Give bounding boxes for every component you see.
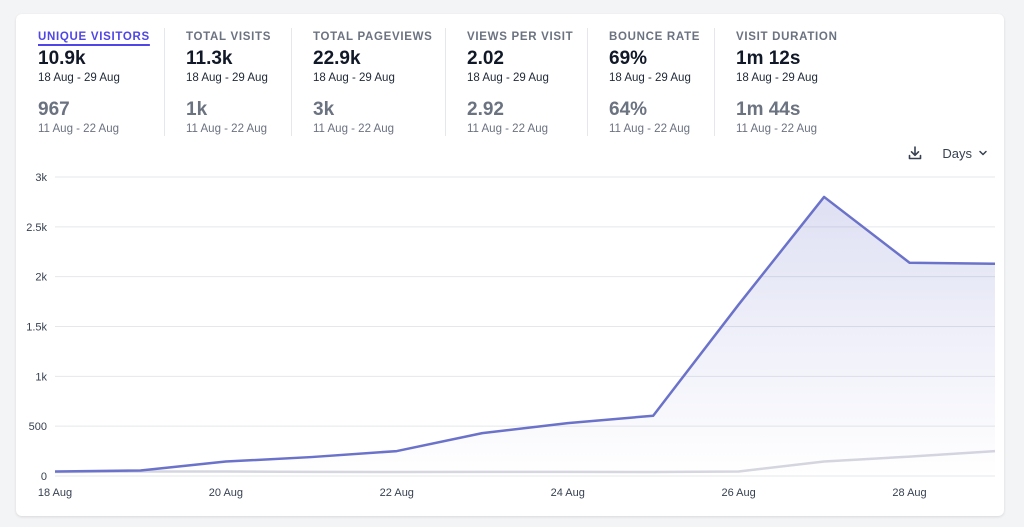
metric-label: VISIT DURATION bbox=[736, 31, 838, 43]
metric-range: 18 Aug - 29 Aug bbox=[736, 72, 818, 84]
current-period-line bbox=[54, 195, 996, 473]
metric-label: VIEWS PER VISIT bbox=[467, 31, 574, 43]
interval-dropdown[interactable]: Days bbox=[942, 146, 988, 161]
metric-previous-value: 64% bbox=[609, 99, 648, 120]
data-point[interactable] bbox=[736, 302, 742, 308]
metric-divider bbox=[164, 28, 165, 136]
metric-label: TOTAL VISITS bbox=[186, 31, 272, 43]
data-point[interactable] bbox=[137, 468, 143, 474]
metric-previous-value: 2.92 bbox=[467, 99, 504, 120]
visitors-card: UNIQUE VISITORS 10.9k 18 Aug - 29 Aug 967 11… bbox=[16, 14, 1004, 516]
metric-value: 22.9k bbox=[313, 48, 361, 69]
metric-previous-range: 11 Aug - 22 Aug bbox=[609, 123, 690, 135]
metric-previous-value: 3k bbox=[313, 99, 335, 120]
chart-controls: Days bbox=[906, 142, 988, 164]
data-point[interactable] bbox=[52, 469, 58, 475]
interval-label: Days bbox=[942, 145, 972, 161]
metric-previous-range: 11 Aug - 22 Aug bbox=[186, 123, 267, 135]
y-tick-label: 2.5k bbox=[26, 222, 47, 234]
data-point[interactable] bbox=[650, 413, 656, 419]
metric-label: TOTAL PAGEVIEWS bbox=[313, 31, 433, 43]
metric-range: 18 Aug - 29 Aug bbox=[313, 72, 395, 84]
data-point[interactable] bbox=[821, 194, 827, 200]
x-tick-label: 24 Aug bbox=[551, 487, 585, 499]
metric-previous-range: 11 Aug - 22 Aug bbox=[467, 123, 548, 135]
metric-range: 18 Aug - 29 Aug bbox=[467, 72, 549, 84]
chevron-down-icon bbox=[979, 150, 987, 156]
metric-value: 11.3k bbox=[186, 48, 233, 69]
data-point[interactable] bbox=[992, 261, 998, 267]
metric-label: BOUNCE RATE bbox=[609, 31, 701, 43]
metrics-row: UNIQUE VISITORS 10.9k 18 Aug - 29 Aug 967 11… bbox=[16, 14, 1004, 139]
metric-divider bbox=[714, 28, 715, 136]
data-point[interactable] bbox=[565, 420, 571, 426]
current-period-area bbox=[55, 196, 995, 476]
y-tick-label: 0 bbox=[41, 471, 47, 483]
download-icon bbox=[909, 146, 922, 160]
data-point[interactable] bbox=[394, 448, 400, 454]
metric-previous-value: 967 bbox=[38, 99, 70, 120]
y-tick-label: 1k bbox=[35, 371, 47, 383]
x-tick-label: 20 Aug bbox=[209, 487, 243, 499]
y-tick-label: 2k bbox=[35, 272, 47, 284]
metric-value: 2.02 bbox=[467, 48, 504, 69]
data-point[interactable] bbox=[308, 454, 314, 460]
metric-range: 18 Aug - 29 Aug bbox=[38, 72, 120, 84]
metric-previous-range: 11 Aug - 22 Aug bbox=[313, 123, 394, 135]
x-tick-label: 28 Aug bbox=[892, 487, 926, 499]
y-tick-label: 3k bbox=[35, 172, 47, 184]
y-tick-label: 1.5k bbox=[26, 322, 47, 334]
metric-range: 18 Aug - 29 Aug bbox=[609, 72, 691, 84]
metric-value: 69% bbox=[609, 48, 648, 69]
data-point[interactable] bbox=[479, 430, 485, 436]
metric-previous-range: 11 Aug - 22 Aug bbox=[38, 123, 119, 135]
data-point[interactable] bbox=[223, 459, 229, 465]
metric-value: 10.9k bbox=[38, 48, 86, 69]
data-point[interactable] bbox=[907, 260, 913, 266]
x-tick-label: 22 Aug bbox=[380, 487, 414, 499]
download-button[interactable] bbox=[906, 144, 924, 162]
metric-label: UNIQUE VISITORS bbox=[38, 31, 150, 43]
metric-divider bbox=[587, 28, 588, 136]
metric-divider bbox=[291, 28, 292, 136]
metric-previous-range: 11 Aug - 22 Aug bbox=[736, 123, 817, 135]
x-tick-label: 26 Aug bbox=[722, 487, 756, 499]
y-tick-label: 500 bbox=[29, 421, 47, 433]
metric-previous-value: 1m 44s bbox=[736, 99, 801, 120]
metric-divider bbox=[445, 28, 446, 136]
metric-previous-value: 1k bbox=[186, 99, 208, 120]
metric-range: 18 Aug - 29 Aug bbox=[186, 72, 268, 84]
x-tick-label: 18 Aug bbox=[38, 487, 72, 499]
metric-value: 1m 12s bbox=[736, 48, 801, 69]
visitors-chart: 0 500 1k 1.5k 2k 2.5k 3k 18 Aug 20 Aug 22 Aug 24 A… bbox=[26, 172, 998, 499]
